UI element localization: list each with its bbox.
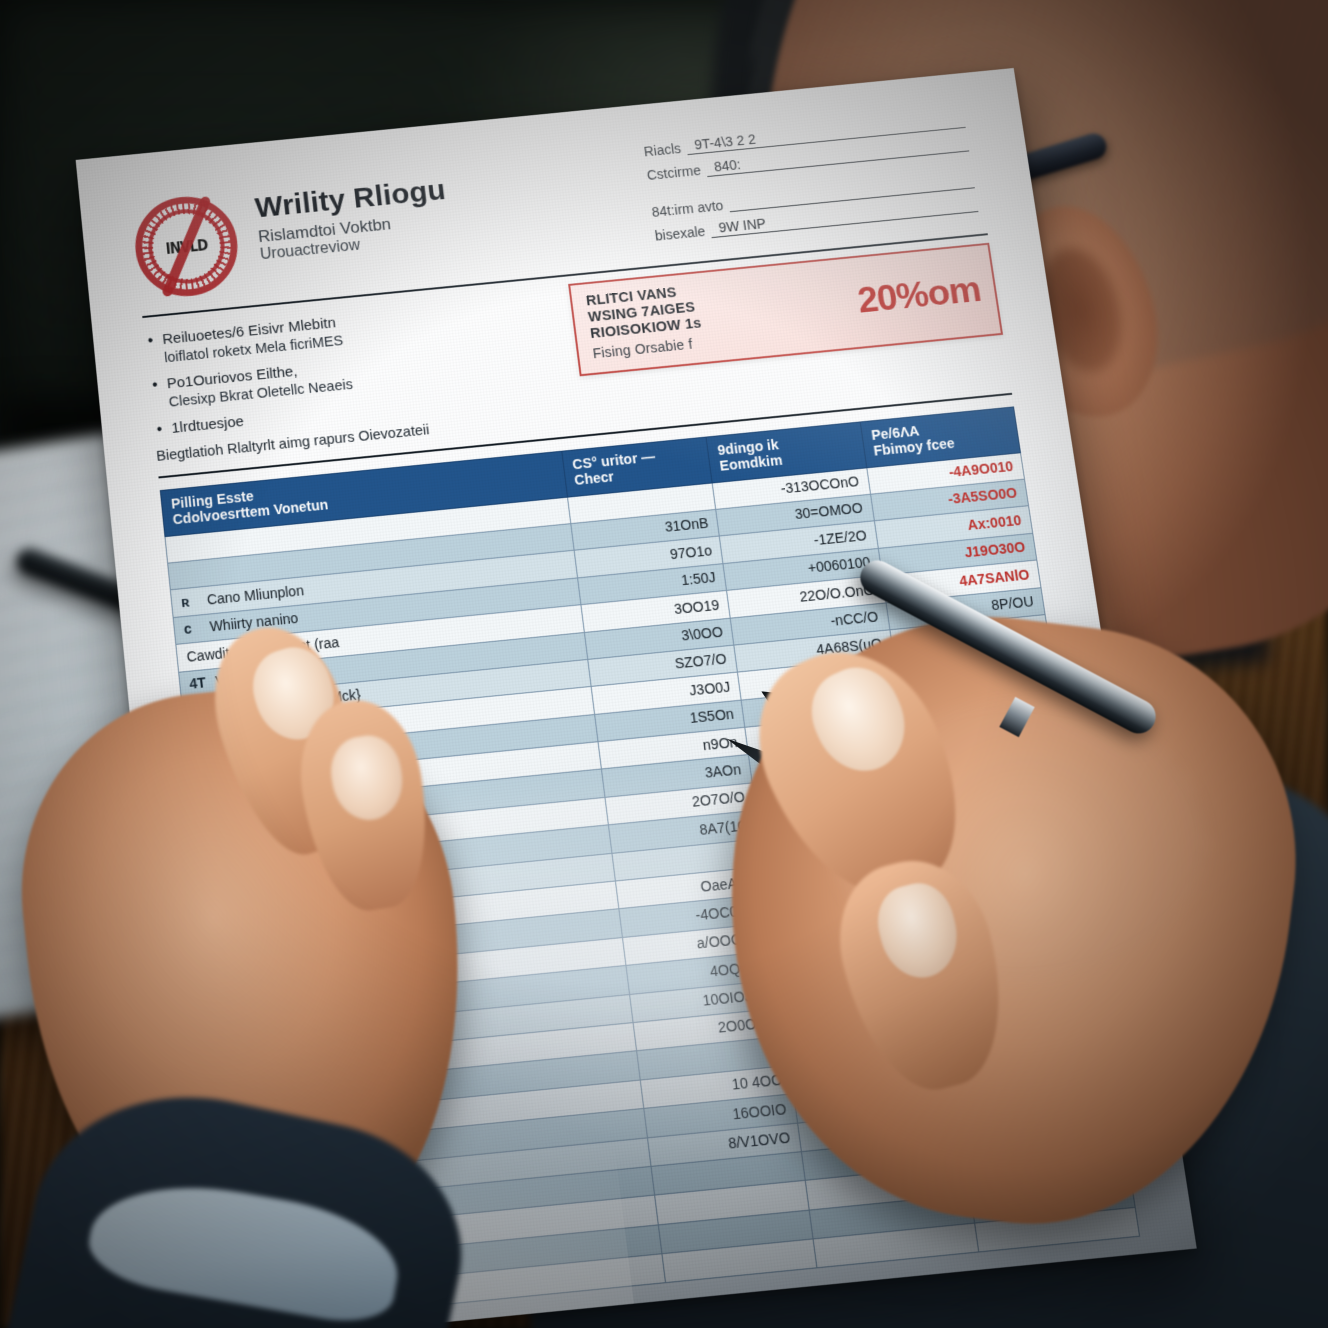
row-code: ʀ — [180, 593, 191, 611]
rate-increase-alert: RLITCI VANS WSING 7AIGES RIOISOKIOW 1s F… — [568, 242, 1004, 377]
form-field-label: Riacls — [642, 140, 682, 160]
form-field-value: 9T-4\3 2 2 — [693, 131, 757, 153]
form-field-label: bisexale — [653, 223, 707, 244]
form-field-value: 9W INP — [717, 215, 767, 236]
form-field-label: Cstcirme — [645, 162, 702, 183]
alert-text-block: RLITCI VANS WSING 7AIGES RIOISOKIOW 1s F… — [585, 269, 851, 362]
alert-percentage: 20%om — [855, 269, 984, 321]
bullet-list: Reiluoetes/6 Eisivr Mlebitn loiflatol ro… — [144, 292, 562, 465]
form-fields-group: Riacls 9T-4\3 2 2 Cstcirme 840: — [643, 113, 980, 252]
row-code: c — [183, 620, 193, 638]
bullet-text: 1lrdtuesjoe — [170, 413, 245, 438]
row-code: 4T — [188, 674, 207, 692]
form-field-value: 840: — [713, 156, 742, 175]
prohibition-stamp-icon: INVLD — [130, 192, 243, 301]
